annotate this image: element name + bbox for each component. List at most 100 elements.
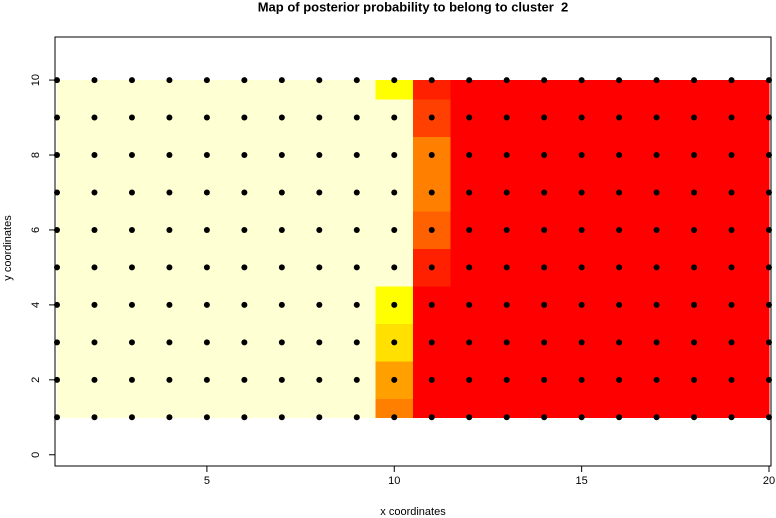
grid-point (128, 301, 135, 308)
grid-point (653, 77, 660, 84)
contour-cell (750, 323, 770, 362)
grid-point (728, 301, 735, 308)
grid-point (616, 114, 623, 121)
grid-point (166, 77, 173, 84)
grid-point (128, 114, 135, 121)
grid-point (353, 152, 360, 159)
grid-point (316, 114, 323, 121)
grid-point (616, 301, 623, 308)
contour-cell (300, 80, 339, 100)
grid-point (691, 301, 698, 308)
grid-point (578, 301, 585, 308)
x-axis-label: x coordinates (380, 506, 446, 518)
contour-cell (57, 323, 77, 362)
grid-point (203, 414, 210, 421)
contour-cell (750, 173, 770, 212)
grid-point (316, 264, 323, 271)
grid-point (391, 301, 398, 308)
grid-point (166, 264, 173, 271)
grid-point (503, 414, 510, 421)
grid-point (691, 414, 698, 421)
grid-point (278, 114, 285, 121)
grid-point (503, 114, 510, 121)
contour-cell (57, 136, 77, 175)
grid-point (316, 77, 323, 84)
grid-point (653, 152, 660, 159)
grid-point (503, 152, 510, 159)
grid-point (353, 376, 360, 383)
grid-point (166, 301, 173, 308)
grid-point (203, 114, 210, 121)
contour-cell (57, 173, 77, 212)
contour-cell (750, 361, 770, 400)
grid-point (353, 189, 360, 196)
grid-point (428, 376, 435, 383)
grid-point (428, 152, 435, 159)
grid-point (428, 339, 435, 346)
contour-cell (263, 398, 302, 418)
grid-point (466, 114, 473, 121)
grid-point (541, 376, 548, 383)
grid-point (578, 264, 585, 271)
grid-point (616, 264, 623, 271)
grid-point (391, 189, 398, 196)
contour-cell (450, 398, 489, 418)
grid-point (203, 226, 210, 233)
grid-point (128, 264, 135, 271)
y-axis-label: y coordinates (2, 215, 14, 281)
contour-cell (750, 136, 770, 175)
contour-cell (750, 98, 770, 137)
grid-point (578, 414, 585, 421)
grid-point (578, 77, 585, 84)
y-tick-label: 10 (30, 74, 42, 86)
grid-point (428, 114, 435, 121)
grid-point (278, 189, 285, 196)
contour-cell (750, 398, 770, 418)
grid-point (316, 189, 323, 196)
grid-point (166, 414, 173, 421)
grid-point (616, 376, 623, 383)
grid-point (128, 376, 135, 383)
grid-point (316, 301, 323, 308)
grid-point (691, 264, 698, 271)
grid-point (353, 77, 360, 84)
grid-point (578, 189, 585, 196)
contour-cell (57, 98, 77, 137)
contour-cell (487, 398, 526, 418)
contour-cell (225, 80, 264, 100)
grid-point (91, 376, 98, 383)
contour-cell (75, 398, 114, 418)
grid-point (91, 339, 98, 346)
grid-point (466, 152, 473, 159)
contour-cell (57, 398, 77, 418)
grid-point (728, 414, 735, 421)
grid-point (578, 152, 585, 159)
grid-point (391, 152, 398, 159)
x-tick-label: 15 (576, 475, 588, 487)
grid-point (316, 226, 323, 233)
grid-point (503, 189, 510, 196)
grid-point (428, 189, 435, 196)
grid-point (241, 77, 248, 84)
contour-cell (57, 248, 77, 287)
contour-cell (712, 80, 751, 100)
points (54, 77, 772, 421)
grid-point (278, 414, 285, 421)
contour-cell (338, 398, 377, 418)
contour-cell (57, 361, 77, 400)
grid-point (691, 114, 698, 121)
grid-point (653, 414, 660, 421)
x-tick-label: 20 (763, 475, 775, 487)
grid-point (691, 189, 698, 196)
grid-point (353, 414, 360, 421)
grid-point (353, 226, 360, 233)
contour-cell (675, 80, 714, 100)
grid-point (316, 339, 323, 346)
grid-point (541, 77, 548, 84)
contour-cell (600, 80, 639, 100)
grid-point (278, 301, 285, 308)
grid-point (503, 339, 510, 346)
grid-point (541, 189, 548, 196)
grid-point (466, 189, 473, 196)
grid-point (616, 414, 623, 421)
